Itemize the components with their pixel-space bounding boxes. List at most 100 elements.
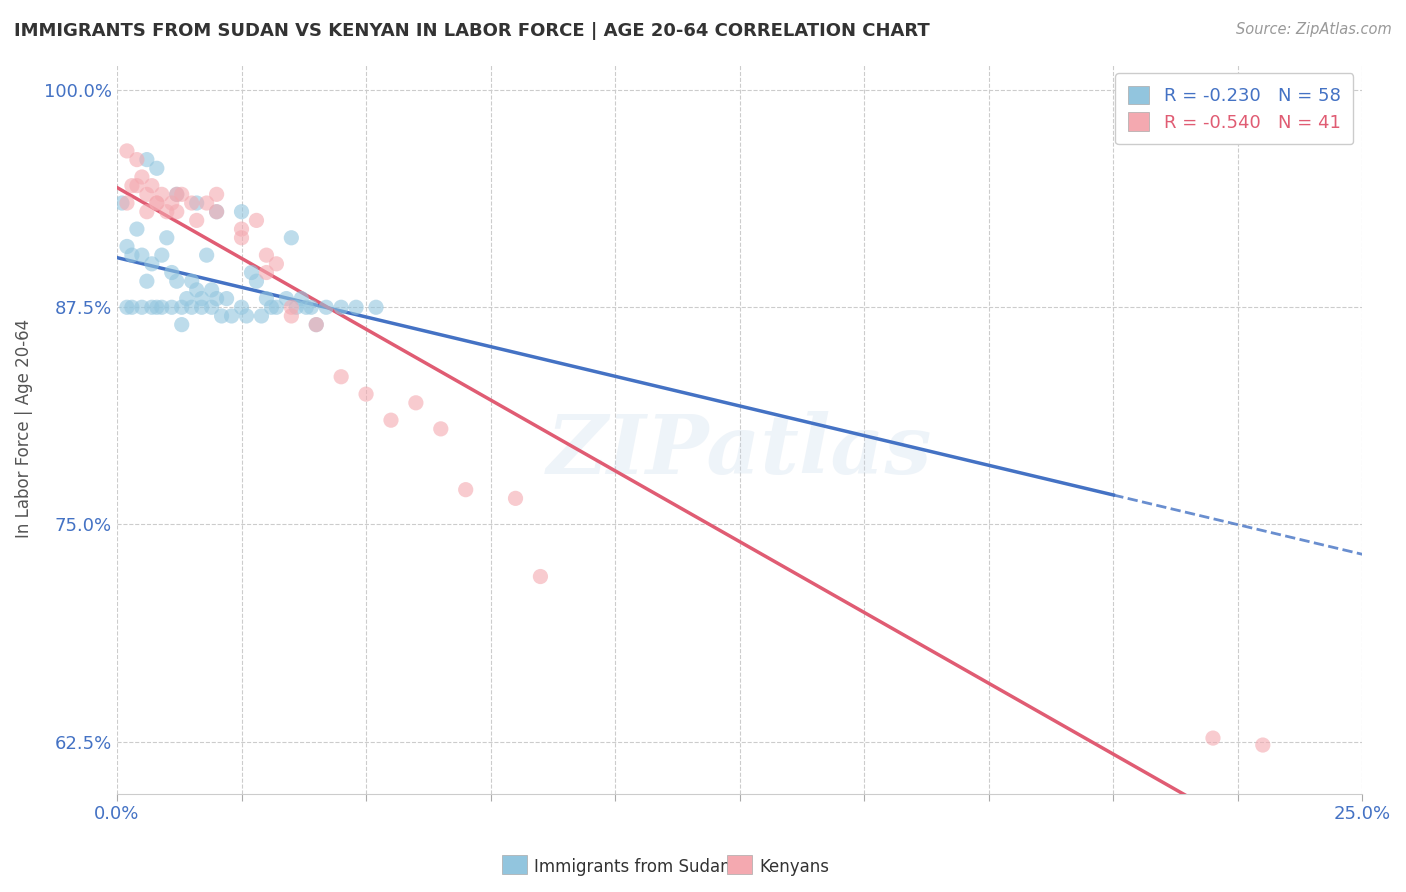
- Point: [160, 266, 183, 280]
- Point: [231, 204, 253, 219]
- Point: [285, 300, 308, 314]
- Point: [344, 300, 367, 314]
- Point: [1251, 738, 1274, 752]
- Point: [125, 153, 148, 167]
- Point: [505, 491, 527, 506]
- Point: [186, 196, 208, 211]
- Point: [235, 309, 257, 323]
- Point: [315, 300, 337, 314]
- Point: [141, 300, 163, 314]
- Point: [135, 204, 157, 219]
- Point: [180, 300, 202, 314]
- Point: [195, 248, 218, 262]
- Point: [240, 266, 263, 280]
- Point: [170, 300, 193, 314]
- Point: [1202, 731, 1225, 745]
- Point: [295, 300, 318, 314]
- Point: [330, 369, 353, 384]
- Point: [190, 292, 212, 306]
- Point: [529, 569, 551, 583]
- Point: [180, 196, 202, 211]
- Text: ZIPatlas: ZIPatlas: [547, 410, 932, 491]
- Point: [205, 204, 228, 219]
- Point: [135, 274, 157, 288]
- Text: Kenyans: Kenyans: [759, 858, 830, 876]
- Point: [170, 318, 193, 332]
- Point: [280, 300, 302, 314]
- Point: [186, 213, 208, 227]
- Point: [150, 300, 173, 314]
- Point: [280, 231, 302, 245]
- Point: [245, 213, 267, 227]
- Point: [405, 396, 427, 410]
- Point: [305, 318, 328, 332]
- Point: [131, 248, 153, 262]
- Point: [121, 300, 143, 314]
- Point: [125, 178, 148, 193]
- Point: [166, 274, 188, 288]
- Point: [190, 300, 212, 314]
- Point: [115, 144, 138, 158]
- Point: [146, 161, 169, 176]
- Point: [135, 153, 157, 167]
- Point: [231, 300, 253, 314]
- Point: [170, 187, 193, 202]
- Y-axis label: In Labor Force | Age 20-64: In Labor Force | Age 20-64: [15, 319, 32, 539]
- Point: [330, 300, 353, 314]
- Point: [231, 231, 253, 245]
- Point: [146, 300, 169, 314]
- Point: [215, 292, 238, 306]
- Point: [231, 222, 253, 236]
- Point: [201, 300, 224, 314]
- Point: [115, 300, 138, 314]
- Point: [364, 300, 387, 314]
- Point: [150, 248, 173, 262]
- Point: [299, 300, 322, 314]
- Point: [250, 309, 273, 323]
- Point: [115, 239, 138, 253]
- Point: [205, 187, 228, 202]
- Point: [135, 187, 157, 202]
- Point: [195, 196, 218, 211]
- Point: [180, 274, 202, 288]
- Point: [156, 231, 179, 245]
- Legend: R = -0.230   N = 58, R = -0.540   N = 41: R = -0.230 N = 58, R = -0.540 N = 41: [1115, 73, 1354, 145]
- Text: Source: ZipAtlas.com: Source: ZipAtlas.com: [1236, 22, 1392, 37]
- Point: [160, 196, 183, 211]
- Point: [211, 309, 233, 323]
- Point: [254, 292, 277, 306]
- Point: [430, 422, 453, 436]
- Point: [150, 187, 173, 202]
- Point: [141, 257, 163, 271]
- Point: [125, 222, 148, 236]
- Point: [380, 413, 402, 427]
- Point: [176, 292, 198, 306]
- Point: [115, 196, 138, 211]
- Point: [260, 300, 283, 314]
- Text: IMMIGRANTS FROM SUDAN VS KENYAN IN LABOR FORCE | AGE 20-64 CORRELATION CHART: IMMIGRANTS FROM SUDAN VS KENYAN IN LABOR…: [14, 22, 929, 40]
- Point: [131, 300, 153, 314]
- Point: [221, 309, 243, 323]
- Point: [186, 283, 208, 297]
- Point: [156, 204, 179, 219]
- Point: [131, 169, 153, 184]
- Point: [166, 187, 188, 202]
- Point: [121, 178, 143, 193]
- Point: [205, 204, 228, 219]
- Point: [146, 196, 169, 211]
- Point: [280, 309, 302, 323]
- Point: [166, 204, 188, 219]
- Point: [205, 292, 228, 306]
- Point: [454, 483, 477, 497]
- Point: [160, 300, 183, 314]
- Point: [305, 318, 328, 332]
- Point: [266, 257, 288, 271]
- Text: Immigrants from Sudan: Immigrants from Sudan: [534, 858, 731, 876]
- Point: [121, 248, 143, 262]
- Point: [201, 283, 224, 297]
- Point: [290, 292, 312, 306]
- Point: [141, 178, 163, 193]
- Point: [111, 196, 134, 211]
- Point: [276, 292, 298, 306]
- Point: [245, 274, 267, 288]
